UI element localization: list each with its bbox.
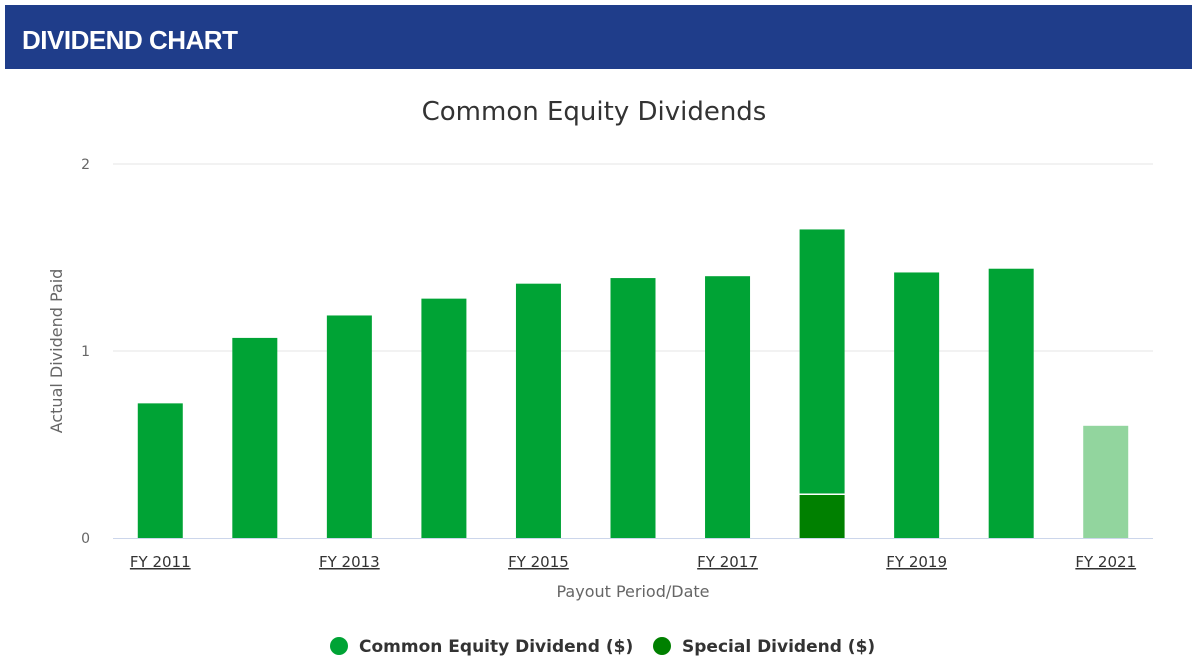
legend-marker [330,637,348,655]
x-tick-label: FY 2013 [319,553,380,571]
bar-common-dividend [894,272,940,538]
legend: Common Equity Dividend ($) Special Divide… [330,637,875,657]
bar-common-dividend [326,315,372,538]
bar-common-dividend [610,278,656,538]
bars [137,229,1129,538]
y-axis-title: Actual Dividend Paid [47,269,66,434]
bar-common-dividend [1083,425,1129,538]
bar-common-dividend [515,283,561,538]
bar-common-dividend [705,276,751,538]
bar-special-dividend [799,494,845,538]
legend-marker [653,637,671,655]
x-tick-label: FY 2021 [1075,553,1136,571]
x-tick-label: FY 2011 [130,553,191,571]
bar-common-dividend [988,268,1034,538]
y-tick-label: 2 [81,157,90,173]
chart-title: Common Equity Dividends [422,97,767,127]
x-tick-label: FY 2015 [508,553,569,571]
header-bar: DIVIDEND CHART [5,5,1192,69]
x-tick-label: FY 2017 [697,553,758,571]
legend-label: Common Equity Dividend ($) [359,637,633,657]
y-tick-label: 0 [81,531,90,547]
legend-label: Special Dividend ($) [682,637,875,657]
bar-common-dividend [799,229,845,494]
y-tick-labels: 0 1 2 [81,157,90,547]
y-tick-label: 1 [81,344,90,360]
bar-common-dividend [232,337,278,538]
x-tick-labels: FY 2011 FY 2013 FY 2015 FY 2017 FY 2019 FY 20… [130,553,1136,571]
header-title: DIVIDEND CHART [22,25,238,55]
x-axis-title: Payout Period/Date [556,582,709,601]
x-tick-label: FY 2019 [886,553,947,571]
bar-common-dividend [137,403,183,538]
bar-common-dividend [421,298,467,538]
